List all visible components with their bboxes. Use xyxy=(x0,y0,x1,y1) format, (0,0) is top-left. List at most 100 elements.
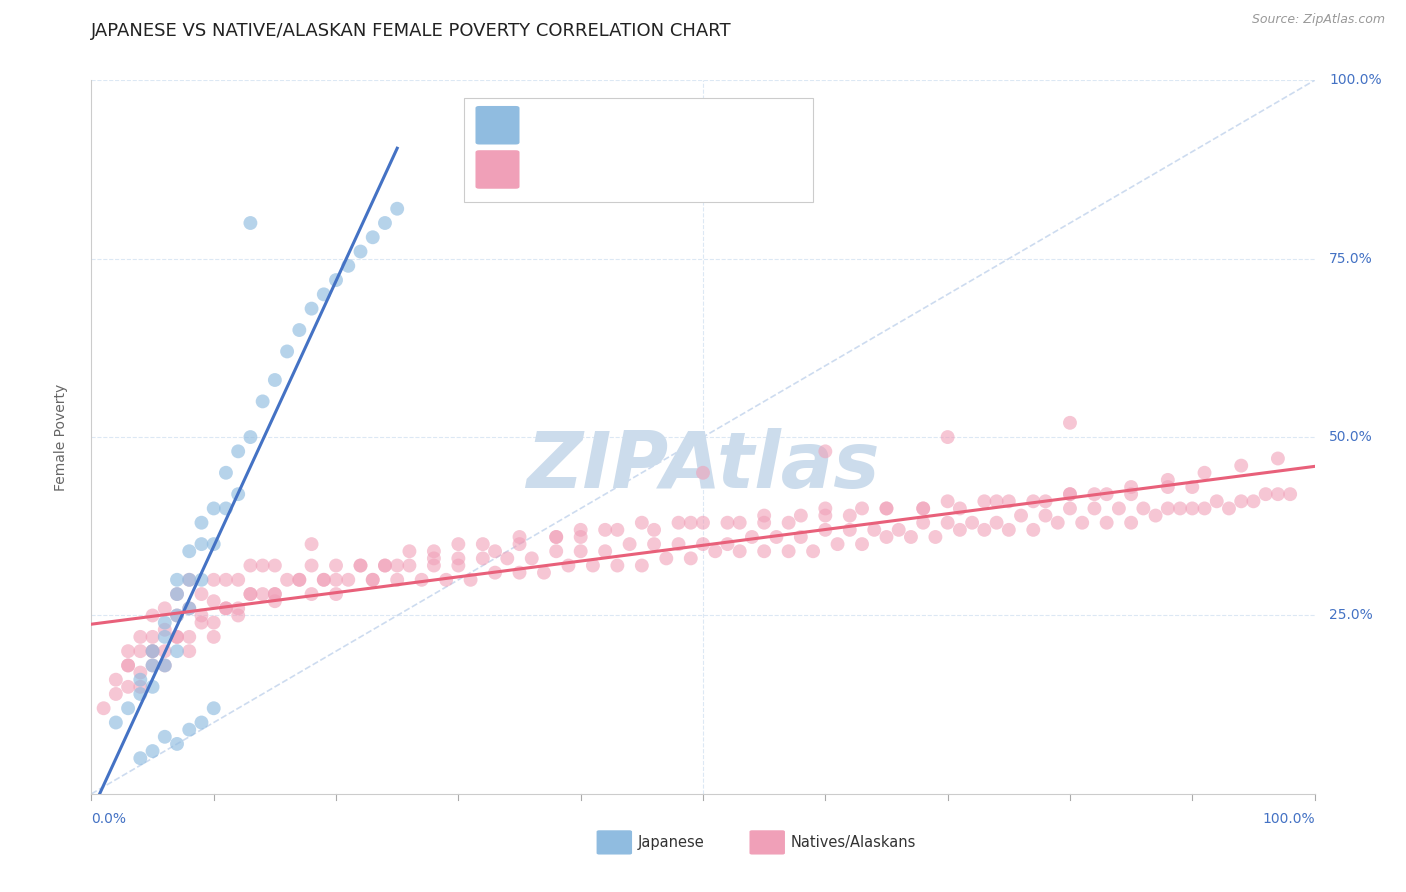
Point xyxy=(447,537,470,551)
Point xyxy=(215,501,238,516)
Point xyxy=(1144,508,1167,523)
Point xyxy=(349,558,371,573)
Point xyxy=(863,523,886,537)
Point xyxy=(325,587,347,601)
Point xyxy=(117,658,139,673)
Point xyxy=(141,644,163,658)
Point xyxy=(704,544,727,558)
Point xyxy=(117,658,139,673)
Point xyxy=(179,601,201,615)
Point xyxy=(385,202,409,216)
Point xyxy=(337,573,360,587)
Point xyxy=(754,544,776,558)
Point xyxy=(93,701,115,715)
Point xyxy=(949,501,972,516)
Point xyxy=(1157,480,1180,494)
Point xyxy=(385,573,409,587)
FancyBboxPatch shape xyxy=(475,106,520,145)
Point xyxy=(166,630,188,644)
Point xyxy=(1181,480,1204,494)
FancyBboxPatch shape xyxy=(749,830,785,855)
Point xyxy=(202,615,225,630)
Point xyxy=(301,587,323,601)
Point xyxy=(716,516,738,530)
Point xyxy=(679,516,702,530)
Text: JAPANESE VS NATIVE/ALASKAN FEMALE POVERTY CORRELATION CHART: JAPANESE VS NATIVE/ALASKAN FEMALE POVERT… xyxy=(91,22,733,40)
Point xyxy=(129,687,152,701)
Point xyxy=(582,558,605,573)
Point xyxy=(239,587,262,601)
Point xyxy=(226,601,249,615)
Point xyxy=(301,537,323,551)
Point xyxy=(179,573,201,587)
Point xyxy=(239,216,262,230)
Point xyxy=(509,530,531,544)
Point xyxy=(569,530,592,544)
Point xyxy=(1059,501,1081,516)
Point xyxy=(912,501,935,516)
Point xyxy=(190,573,212,587)
Point xyxy=(166,644,188,658)
Point xyxy=(264,373,287,387)
Point xyxy=(252,394,274,409)
Point xyxy=(239,430,262,444)
Point xyxy=(1243,494,1265,508)
Point xyxy=(668,516,690,530)
Point xyxy=(1230,494,1253,508)
Point xyxy=(215,601,238,615)
Point xyxy=(190,608,212,623)
Point xyxy=(912,516,935,530)
Point xyxy=(460,573,482,587)
Point xyxy=(104,715,127,730)
Point xyxy=(104,673,127,687)
Point xyxy=(129,680,152,694)
Point xyxy=(374,558,396,573)
Point xyxy=(166,573,188,587)
Point xyxy=(778,544,800,558)
Text: 0.0%: 0.0% xyxy=(91,812,127,826)
Point xyxy=(814,508,837,523)
Point xyxy=(496,551,519,566)
Point xyxy=(593,523,616,537)
Point xyxy=(1022,494,1045,508)
Point xyxy=(202,594,225,608)
Point xyxy=(141,744,163,758)
Point xyxy=(226,608,249,623)
Point xyxy=(1254,487,1277,501)
Point xyxy=(325,558,347,573)
Point xyxy=(202,501,225,516)
Point xyxy=(1022,523,1045,537)
Point xyxy=(960,516,983,530)
Point xyxy=(875,501,898,516)
Point xyxy=(986,516,1008,530)
Point xyxy=(936,516,959,530)
Point xyxy=(1071,516,1094,530)
Point xyxy=(166,608,188,623)
Point xyxy=(288,573,311,587)
Point xyxy=(1267,451,1289,466)
Point xyxy=(631,558,654,573)
Point xyxy=(141,658,163,673)
Point xyxy=(1267,487,1289,501)
Point xyxy=(166,587,188,601)
Point xyxy=(423,558,446,573)
Point xyxy=(361,573,384,587)
Point xyxy=(471,537,494,551)
Point xyxy=(141,658,163,673)
Point xyxy=(1059,487,1081,501)
Text: Japanese: Japanese xyxy=(638,835,704,850)
Text: 75.0%: 75.0% xyxy=(1329,252,1374,266)
Point xyxy=(179,601,201,615)
Point xyxy=(679,551,702,566)
Point xyxy=(692,466,714,480)
Point xyxy=(337,259,360,273)
Point xyxy=(239,558,262,573)
Point xyxy=(252,558,274,573)
Point xyxy=(643,537,665,551)
Point xyxy=(973,523,995,537)
Point xyxy=(716,537,738,551)
Point xyxy=(593,544,616,558)
Point xyxy=(1046,516,1069,530)
Point xyxy=(1279,487,1302,501)
Point xyxy=(179,573,201,587)
